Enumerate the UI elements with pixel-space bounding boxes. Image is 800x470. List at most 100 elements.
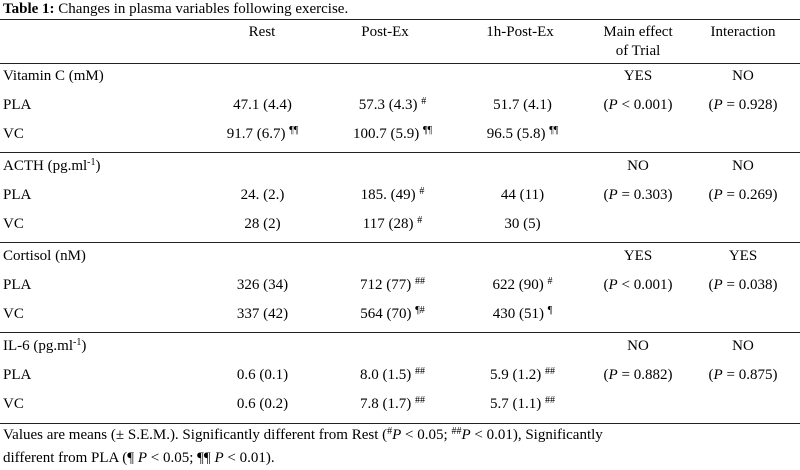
p-number: 0.001 — [633, 97, 668, 113]
post-ex-value-text: 57.3 (4.3) — [358, 97, 418, 113]
footnote-cond-3: < 0.05; ¶¶ — [147, 450, 215, 466]
significance-symbol: # — [417, 215, 423, 226]
table-caption: Table 1: Changes in plasma variables fol… — [3, 1, 348, 18]
significance-symbol: ¶ — [547, 305, 553, 316]
footnote-cond-2: < 0.01), Significantly — [470, 427, 603, 443]
rest-value: 0.6 (0.2) — [200, 396, 325, 413]
group-label: PLA — [3, 97, 32, 113]
rule-section-1 — [0, 152, 800, 153]
header-1h-post-ex: 1h-Post-Ex — [486, 24, 554, 40]
post-1h-value-text: 44 (11) — [500, 187, 545, 203]
footnote-text-b: different from PLA (¶ — [3, 450, 138, 466]
variable-label: IL-6 (pg.ml-1) — [3, 338, 86, 355]
interaction-value: NO — [732, 158, 754, 174]
variable-unit-exponent: -1 — [72, 337, 82, 348]
rest-value: 28 (2) — [200, 216, 325, 233]
group-label: PLA — [3, 367, 32, 383]
post-ex-value: 7.8 (1.7) ## — [330, 396, 455, 413]
footnote-p-2: P — [461, 427, 471, 443]
rest-value: 326 (34) — [200, 277, 325, 294]
variable-label: Cortisol (nM) — [3, 248, 86, 265]
p-letter: P — [713, 277, 723, 293]
p-letter: P — [608, 277, 618, 293]
variable-name: IL-6 (pg.ml — [3, 338, 73, 354]
p-value-main-effect: (P < 0.001) — [588, 97, 688, 114]
paren-open: ( — [603, 187, 609, 203]
rest-value: 337 (42) — [200, 306, 325, 323]
post-ex-value-text: 100.7 (5.9) — [352, 126, 420, 142]
rest-value: 24. (2.) — [200, 187, 325, 204]
rest-value-text: 47.1 (4.4) — [233, 97, 292, 113]
rule-section-3 — [0, 332, 800, 333]
post-1h-value-text: 96.5 (5.8) — [486, 126, 546, 142]
post-1h-value: 5.7 (1.1) ## — [460, 396, 585, 413]
significance-symbol: ¶¶ — [549, 125, 559, 136]
rest-value: 91.7 (6.7) ¶¶ — [200, 126, 325, 143]
significance-symbol: ## — [415, 276, 425, 287]
interaction-value: NO — [732, 338, 754, 354]
main-effect-value: NO — [627, 158, 649, 174]
post-1h-value: 30 (5) — [460, 216, 585, 233]
main-effect-value: YES — [623, 248, 653, 264]
p-operator: = — [726, 97, 735, 113]
post-ex-value: 564 (70) ¶# — [330, 306, 455, 323]
paren-open: ( — [603, 367, 609, 383]
p-operator: = — [726, 277, 735, 293]
post-ex-value: 57.3 (4.3) # — [330, 97, 455, 114]
rest-value-text: 0.6 (0.1) — [236, 367, 289, 383]
significance-symbol: ¶¶ — [289, 125, 299, 136]
group-label: VC — [3, 396, 24, 412]
post-1h-value: 51.7 (4.1) — [460, 97, 585, 114]
post-1h-value-text: 5.7 (1.1) — [490, 396, 542, 412]
footnote-p-4: P — [214, 450, 224, 466]
p-operator: < — [621, 97, 630, 113]
variable-unit-close: ) — [81, 338, 87, 354]
p-number: 0.928 — [738, 97, 773, 113]
rest-value: 47.1 (4.4) — [200, 97, 325, 114]
post-1h-value-text: 5.9 (1.2) — [490, 367, 542, 383]
p-letter: P — [608, 97, 618, 113]
p-value-main-effect: (P = 0.882) — [588, 367, 688, 384]
post-ex-value: 712 (77) ## — [330, 277, 455, 294]
post-1h-value-text: 622 (90) — [492, 277, 544, 293]
footnote-text-a: Values are means (± S.E.M.). Significant… — [3, 427, 388, 443]
rest-value-text: 326 (34) — [236, 277, 289, 293]
variable-name: ACTH (pg.ml — [3, 158, 88, 174]
paren-open: ( — [708, 277, 714, 293]
post-ex-value: 117 (28) # — [330, 216, 455, 233]
p-value-interaction: (P = 0.269) — [688, 187, 798, 204]
group-label: VC — [3, 216, 24, 232]
group-label: VC — [3, 126, 24, 142]
paren-close: ) — [667, 97, 673, 113]
p-operator: = — [726, 187, 735, 203]
post-1h-value-text: 51.7 (4.1) — [493, 97, 552, 113]
p-value-interaction: (P = 0.928) — [688, 97, 798, 114]
significance-symbol: # — [419, 186, 425, 197]
variable-unit-exponent: -1 — [87, 157, 96, 168]
significance-symbol: ¶¶ — [422, 125, 433, 136]
post-1h-value: 430 (51) ¶ — [460, 306, 585, 323]
post-1h-value: 44 (11) — [460, 187, 585, 204]
main-effect-value: NO — [627, 338, 649, 354]
group-label: PLA — [3, 277, 32, 293]
footnote-cond-4: < 0.01). — [223, 450, 275, 466]
post-ex-value-text: 8.0 (1.5) — [360, 367, 412, 383]
p-letter: P — [713, 97, 723, 113]
rest-value-text: 91.7 (6.7) — [226, 126, 286, 142]
significance-symbol: ¶# — [415, 305, 425, 316]
post-1h-value: 622 (90) # — [460, 277, 585, 294]
main-effect-value: YES — [623, 68, 653, 84]
post-ex-value: 100.7 (5.9) ¶¶ — [330, 126, 455, 143]
post-ex-value-text: 564 (70) — [360, 306, 412, 322]
paren-open: ( — [708, 97, 714, 113]
table-label: Table 1: — [3, 1, 55, 17]
rest-value-text: 337 (42) — [236, 306, 289, 322]
rest-value-text: 0.6 (0.2) — [236, 396, 289, 412]
p-operator: = — [726, 367, 735, 383]
paren-open: ( — [708, 367, 714, 383]
variable-label: Vitamin C (mM) — [3, 68, 104, 85]
paren-close: ) — [772, 277, 778, 293]
header-interaction: Interaction — [710, 24, 776, 40]
footnote-cond-1: < 0.05; — [401, 427, 452, 443]
variable-name: Vitamin C (mM) — [3, 68, 104, 84]
